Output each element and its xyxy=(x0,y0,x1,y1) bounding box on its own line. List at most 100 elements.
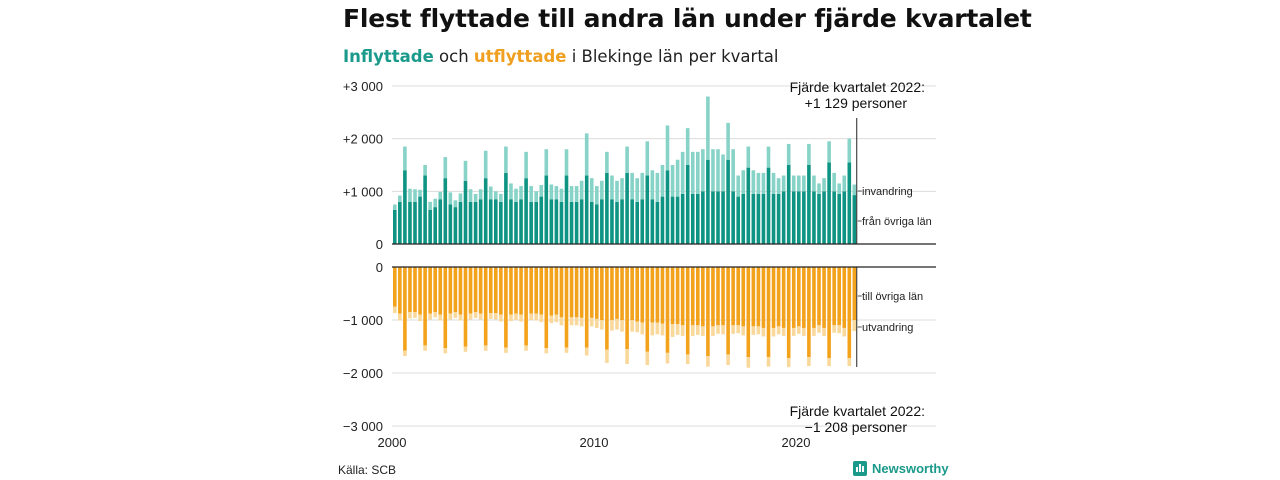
bar-inflow-immigration xyxy=(433,198,437,208)
bar-inflow-domestic xyxy=(665,170,670,244)
bar-outflow-domestic xyxy=(443,267,448,349)
bar-inflow-domestic xyxy=(584,175,589,244)
bar-inflow-domestic xyxy=(443,178,448,244)
bar-outflow-emigration xyxy=(554,314,559,323)
bar-inflow-domestic xyxy=(504,172,508,244)
bar-outflow-emigration xyxy=(605,349,609,363)
bar-inflow-domestic xyxy=(569,201,574,244)
bar-outflow-domestic xyxy=(423,267,427,346)
series-label-fran-ovriga-lan: från övriga län xyxy=(862,216,932,228)
bar-inflow-domestic xyxy=(731,191,735,244)
bar-inflow-immigration xyxy=(802,175,806,192)
bar-inflow-immigration xyxy=(514,188,518,202)
series-label-till-ovriga-lan: till övriga län xyxy=(862,291,923,303)
bar-inflow-immigration xyxy=(635,178,639,202)
bar-outflow-domestic xyxy=(842,267,847,328)
bar-outflow-emigration xyxy=(822,327,826,336)
newsworthy-logo: Newsworthy xyxy=(853,461,949,476)
bar-inflow-immigration xyxy=(771,172,776,194)
bar-outflow-emigration xyxy=(741,326,746,336)
bar-outflow-domestic xyxy=(802,267,806,328)
bar-outflow-emigration xyxy=(534,313,538,321)
bar-inflow-immigration xyxy=(605,151,609,173)
bar-inflow-domestic xyxy=(559,201,564,244)
bar-outflow-emigration xyxy=(428,313,432,320)
bar-outflow-domestic xyxy=(832,267,836,326)
bar-outflow-domestic xyxy=(438,267,443,315)
bar-inflow-domestic xyxy=(403,170,407,244)
bar-inflow-immigration xyxy=(711,149,715,192)
bar-outflow-domestic xyxy=(756,267,761,327)
bar-outflow-domestic xyxy=(731,267,735,326)
bar-outflow-domestic xyxy=(524,267,528,346)
y-tick-label: 0 xyxy=(376,260,383,275)
bar-inflow-domestic xyxy=(494,199,498,244)
bar-inflow-domestic xyxy=(418,196,422,244)
bar-inflow-immigration xyxy=(731,149,735,192)
bar-inflow-immigration xyxy=(721,154,725,192)
bar-outflow-emigration xyxy=(448,313,453,320)
bar-inflow-domestic xyxy=(706,159,710,244)
bar-outflow-emigration xyxy=(453,312,458,318)
bar-inflow-domestic xyxy=(786,165,791,244)
bar-outflow-emigration xyxy=(569,317,574,326)
bar-inflow-immigration xyxy=(499,193,503,202)
bar-inflow-immigration xyxy=(685,128,690,165)
bar-outflow-domestic xyxy=(595,267,599,319)
bar-outflow-domestic xyxy=(605,267,609,350)
bar-outflow-domestic xyxy=(458,267,463,315)
bar-outflow-emigration xyxy=(579,317,584,327)
bar-inflow-domestic xyxy=(670,196,675,244)
bar-outflow-domestic xyxy=(716,267,720,326)
bar-outflow-domestic xyxy=(519,267,523,315)
bar-inflow-immigration xyxy=(766,146,771,168)
bar-outflow-domestic xyxy=(463,267,468,347)
x-tick-label: 2020 xyxy=(782,435,811,450)
annotation-bottom-line1: Fjärde kvartalet 2022: xyxy=(790,403,925,419)
bar-inflow-domestic xyxy=(832,191,836,244)
bar-inflow-domestic xyxy=(408,201,412,244)
bar-inflow-immigration xyxy=(852,184,857,196)
bar-inflow-immigration xyxy=(569,186,574,202)
bar-inflow-domestic xyxy=(721,191,725,244)
bar-outflow-emigration xyxy=(842,327,847,337)
bar-outflow-emigration xyxy=(509,314,513,322)
bar-outflow-emigration xyxy=(832,325,836,333)
bar-inflow-domestic xyxy=(423,175,427,244)
bar-inflow-immigration xyxy=(418,189,422,197)
bar-outflow-emigration xyxy=(791,327,796,336)
bar-outflow-emigration xyxy=(731,325,735,334)
bar-outflow-domestic xyxy=(554,267,559,315)
bar-outflow-emigration xyxy=(827,358,831,367)
bar-outflow-emigration xyxy=(670,324,675,337)
bar-outflow-domestic xyxy=(701,267,705,327)
bar-outflow-emigration xyxy=(438,314,443,321)
bar-outflow-domestic xyxy=(786,267,791,359)
bar-inflow-immigration xyxy=(448,192,453,205)
bar-outflow-emigration xyxy=(776,326,781,335)
bar-outflow-emigration xyxy=(756,326,761,335)
bar-inflow-domestic xyxy=(600,199,604,244)
bar-outflow-domestic xyxy=(393,267,397,307)
bar-inflow-immigration xyxy=(847,138,852,163)
bar-inflow-immigration xyxy=(529,186,533,202)
bar-inflow-immigration xyxy=(595,186,599,205)
bar-inflow-domestic xyxy=(726,159,730,244)
bar-inflow-domestic xyxy=(509,199,513,244)
bar-inflow-immigration xyxy=(807,143,811,165)
bar-inflow-domestic xyxy=(433,207,437,244)
bar-outflow-domestic xyxy=(696,267,700,326)
bar-inflow-domestic xyxy=(468,201,473,244)
bar-outflow-domestic xyxy=(448,267,453,314)
bar-inflow-domestic xyxy=(448,204,453,244)
bar-inflow-domestic xyxy=(852,195,857,244)
bar-inflow-immigration xyxy=(483,150,488,179)
bar-inflow-domestic xyxy=(751,193,756,244)
bar-inflow-immigration xyxy=(680,151,685,194)
bar-inflow-domestic xyxy=(640,199,645,244)
bar-outflow-domestic xyxy=(736,267,740,326)
bar-inflow-immigration xyxy=(610,175,614,200)
bar-inflow-immigration xyxy=(741,170,746,194)
bar-inflow-immigration xyxy=(398,195,402,202)
